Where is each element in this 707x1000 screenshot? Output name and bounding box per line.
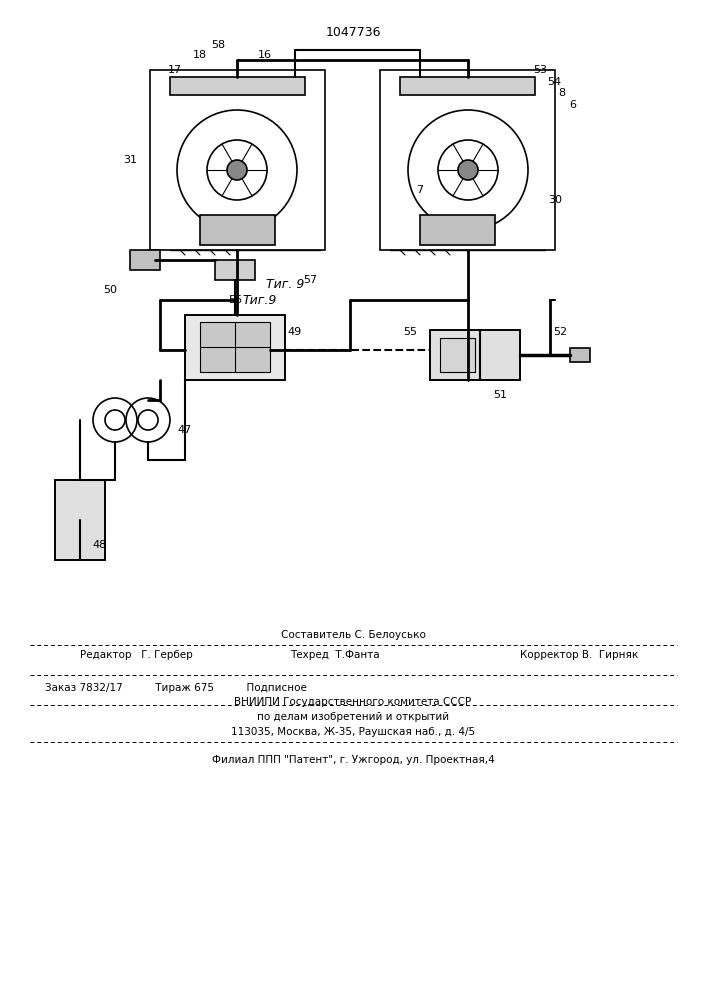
Text: 6: 6: [570, 100, 576, 110]
Text: 7: 7: [416, 185, 423, 195]
Text: Τиг.9: Τиг.9: [243, 294, 277, 306]
Bar: [200, 322, 270, 372]
Text: 55: 55: [403, 327, 417, 337]
Text: Редактор   Г. Гербер: Редактор Г. Гербер: [80, 650, 193, 660]
Text: 56: 56: [228, 295, 242, 305]
Bar: [420, 215, 495, 245]
Text: 54: 54: [547, 77, 561, 87]
Text: 16: 16: [258, 50, 272, 60]
Bar: [55, 480, 105, 560]
Text: ВНИИПИ Государственного комитета СССР: ВНИИПИ Государственного комитета СССР: [235, 697, 472, 707]
Bar: [440, 338, 475, 372]
Text: 30: 30: [548, 195, 562, 205]
Text: Составитель С. Белоусько: Составитель С. Белоусько: [281, 630, 426, 640]
Circle shape: [227, 160, 247, 180]
Bar: [185, 315, 285, 380]
Bar: [130, 250, 160, 270]
Text: 57: 57: [303, 275, 317, 285]
Text: 47: 47: [178, 425, 192, 435]
Text: 52: 52: [553, 327, 567, 337]
Text: 1047736: 1047736: [325, 25, 381, 38]
Text: Филиал ППП "Патент", г. Ужгород, ул. Проектная,4: Филиал ППП "Патент", г. Ужгород, ул. Про…: [211, 755, 494, 765]
Text: 8: 8: [559, 88, 566, 98]
Text: 113035, Москва, Ж-35, Раушская наб., д. 4/5: 113035, Москва, Ж-35, Раушская наб., д. …: [231, 727, 475, 737]
Text: Техред  Т.Фанта: Техред Т.Фанта: [290, 650, 380, 660]
Text: Корректор В.  Гирняк: Корректор В. Гирняк: [520, 650, 638, 660]
Text: 51: 51: [493, 390, 507, 400]
Bar: [185, 315, 285, 380]
Text: 49: 49: [288, 327, 302, 337]
Text: 31: 31: [123, 155, 137, 165]
Bar: [430, 330, 520, 380]
Text: 53: 53: [533, 65, 547, 75]
Bar: [400, 77, 535, 95]
Bar: [150, 70, 325, 250]
Text: 48: 48: [93, 540, 107, 550]
Text: Τиг. 9: Τиг. 9: [266, 278, 304, 292]
Circle shape: [458, 160, 478, 180]
Text: 18: 18: [193, 50, 207, 60]
Text: Заказ 7832/17          Тираж 675          Подписное: Заказ 7832/17 Тираж 675 Подписное: [45, 683, 307, 693]
Bar: [430, 330, 520, 380]
Text: 58: 58: [211, 40, 225, 50]
Bar: [200, 215, 275, 245]
Bar: [170, 77, 305, 95]
Bar: [380, 70, 555, 250]
Bar: [570, 348, 590, 362]
Text: по делам изобретений и открытий: по делам изобретений и открытий: [257, 712, 449, 722]
Text: 50: 50: [103, 285, 117, 295]
Bar: [215, 260, 255, 280]
Bar: [55, 480, 105, 560]
Text: 17: 17: [168, 65, 182, 75]
